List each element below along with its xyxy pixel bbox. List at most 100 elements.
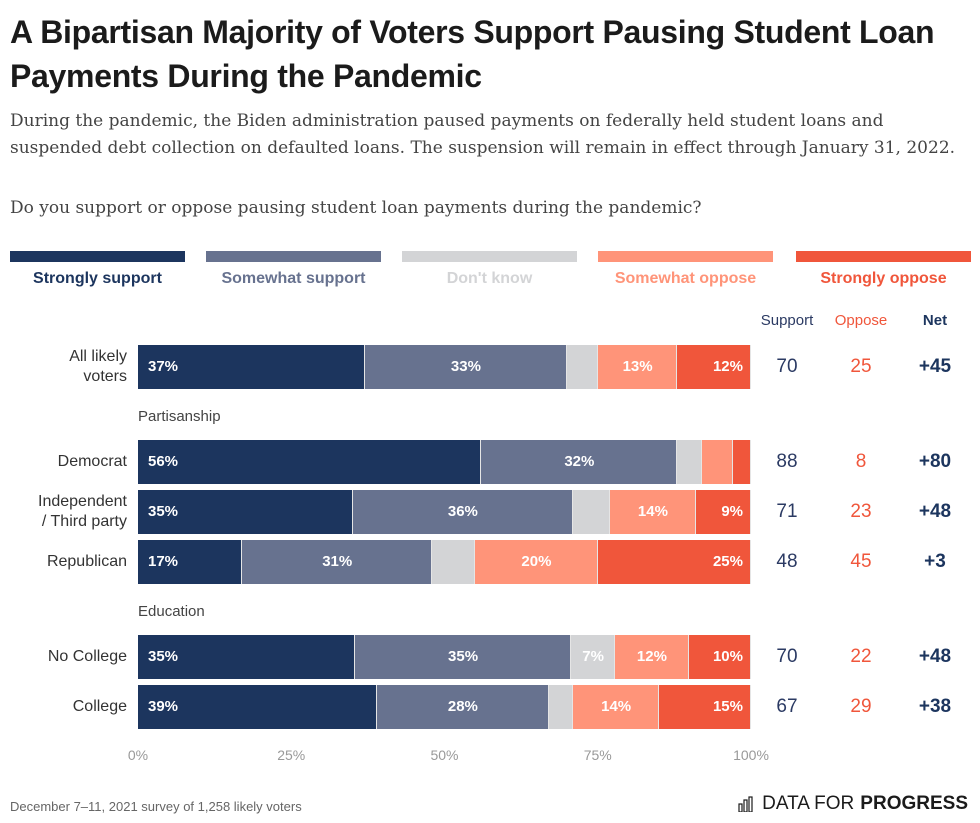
support-value: 88	[776, 451, 798, 472]
bar-segment	[701, 440, 733, 484]
bar-segment	[138, 540, 243, 584]
data-label: 33%	[450, 358, 481, 375]
legend-swatch	[10, 251, 185, 262]
oppose-value: 8	[855, 451, 867, 472]
legend-swatch	[206, 251, 381, 262]
bar-segment	[364, 345, 568, 389]
x-tick-label: 50%	[430, 747, 459, 763]
bar-segment	[354, 635, 572, 679]
support-column-header: Support	[760, 312, 814, 329]
x-tick-label: 0%	[127, 747, 149, 763]
data-label: 35%	[148, 503, 179, 520]
net-value: +48	[918, 501, 952, 522]
x-tick-label: 75%	[583, 747, 612, 763]
bar-segment	[573, 685, 660, 729]
oppose-value: 25	[850, 356, 872, 377]
legend-item: Don't know	[402, 251, 577, 288]
group-label: Partisanship	[138, 408, 221, 425]
data-label: 20%	[521, 553, 552, 570]
bar-segment	[242, 540, 433, 584]
bar-segment	[138, 635, 355, 679]
brand-logo: DATA FOR PROGRESS	[738, 793, 968, 815]
data-label: 9%	[721, 503, 743, 520]
data-label: 14%	[601, 698, 632, 715]
chart-description: During the pandemic, the Biden administr…	[10, 111, 956, 158]
group-label: Education	[138, 603, 205, 620]
bar-segment	[481, 440, 678, 484]
data-label: 15%	[712, 698, 743, 715]
bar-segment	[659, 685, 751, 729]
row-label: Republican	[46, 553, 127, 570]
legend-item: Strongly support	[10, 251, 185, 288]
legend-item: Somewhat support	[206, 251, 381, 288]
legend-label: Strongly support	[33, 270, 162, 287]
brand-bold: PROGRESS	[860, 793, 968, 814]
bar-segment	[138, 685, 378, 729]
data-label: 28%	[447, 698, 478, 715]
survey-question: Do you support or oppose pausing student…	[10, 198, 702, 218]
bar-segment	[567, 345, 598, 389]
bar-segment	[597, 540, 751, 584]
bar-segment	[377, 685, 549, 729]
chart-title: A Bipartisan Majority of Voters Support …	[10, 14, 935, 94]
bar-segment	[573, 490, 610, 534]
data-label: 37%	[148, 358, 179, 375]
data-label: 17%	[148, 553, 179, 570]
bar-segment	[695, 490, 751, 534]
row-label: Democrat	[57, 453, 127, 470]
data-label: 12%	[636, 648, 667, 665]
legend-item: Somewhat oppose	[598, 251, 773, 288]
bar-segment	[597, 345, 678, 389]
data-label: 35%	[448, 648, 479, 665]
bar-segment	[475, 540, 598, 584]
x-tick-label: 25%	[277, 747, 306, 763]
legend-swatch	[796, 251, 971, 262]
survey-note: December 7–11, 2021 survey of 1,258 like…	[10, 799, 302, 814]
bar-segment	[677, 345, 751, 389]
net-value: +80	[918, 451, 952, 472]
data-label: 10%	[712, 648, 743, 665]
bar-segment	[689, 635, 751, 679]
row-label: All likely voters	[69, 348, 127, 385]
legend-swatch	[402, 251, 577, 262]
bar-segment	[571, 635, 615, 679]
data-label: 12%	[712, 358, 743, 375]
oppose-column-header: Oppose	[834, 312, 888, 329]
net-value: +48	[918, 646, 952, 667]
oppose-value: 23	[850, 501, 872, 522]
support-value: 67	[776, 696, 798, 717]
data-label: 31%	[322, 553, 353, 570]
support-value: 71	[776, 501, 798, 522]
oppose-value: 45	[850, 551, 872, 572]
legend-label: Don't know	[446, 270, 533, 287]
bar-segment	[610, 490, 696, 534]
row-label: Independent / Third party	[38, 493, 127, 530]
bar-segment	[732, 440, 751, 484]
oppose-value: 22	[850, 646, 872, 667]
net-value: +38	[918, 696, 952, 717]
legend-swatch	[598, 251, 773, 262]
bar-segment	[614, 635, 690, 679]
bar-segment	[432, 540, 476, 584]
row-label: College	[72, 698, 127, 715]
net-value: +45	[918, 356, 952, 377]
bar-segment	[352, 490, 574, 534]
support-value: 70	[776, 356, 798, 377]
x-tick-label: 100%	[733, 747, 769, 763]
bar-segment	[138, 440, 482, 484]
legend-item: Strongly oppose	[796, 251, 971, 288]
oppose-value: 29	[850, 696, 872, 717]
data-label: 25%	[712, 553, 743, 570]
data-label: 35%	[148, 648, 179, 665]
support-value: 70	[776, 646, 798, 667]
bar-chart-icon	[738, 796, 753, 812]
bar-segment	[138, 490, 353, 534]
legend-label: Somewhat support	[221, 270, 366, 287]
bar-segment	[548, 685, 574, 729]
net-column-header: Net	[922, 312, 948, 329]
bar-segment	[138, 345, 365, 389]
legend-label: Strongly oppose	[820, 270, 947, 287]
net-value: +3	[924, 551, 946, 572]
data-label: 13%	[622, 358, 653, 375]
brand-prefix: DATA FOR	[762, 793, 855, 814]
